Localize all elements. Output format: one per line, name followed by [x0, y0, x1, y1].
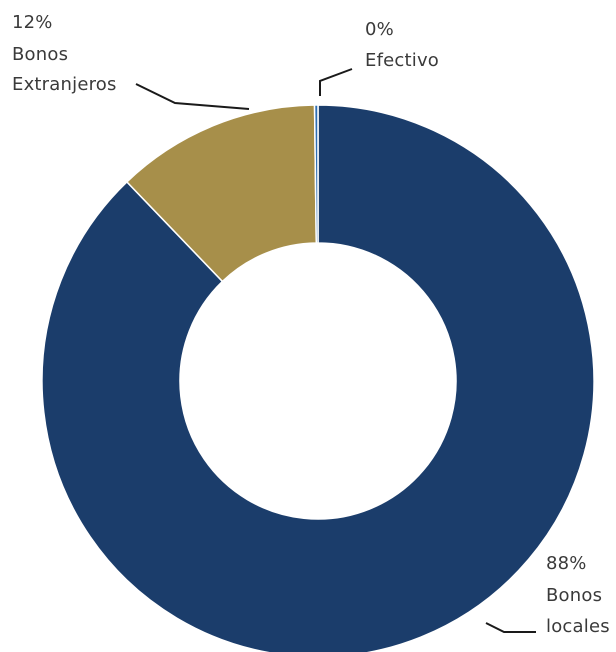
label-efectivo-name: Efectivo — [365, 50, 439, 71]
leader-lines — [135, 68, 536, 633]
slice-bonos-locales — [41, 104, 595, 652]
slice-efectivo — [313, 104, 319, 244]
leader-bonos-locales — [485, 622, 536, 633]
leader-bonos-extranjeros — [135, 83, 250, 110]
label-efectivo-value: 0% — [365, 19, 394, 40]
slice-bonos-extranjeros — [125, 104, 318, 283]
donut-slices — [41, 104, 595, 652]
label-extranjeros-name-line1: Bonos — [12, 44, 68, 65]
label-locales-value: 88% — [546, 553, 587, 574]
label-locales-name-line2: locales — [546, 616, 610, 637]
label-extranjeros-value: 12% — [12, 12, 53, 33]
label-locales-name-line1: Bonos — [546, 585, 602, 606]
label-extranjeros-name-line2: Extranjeros — [12, 74, 117, 95]
leader-efectivo — [319, 68, 353, 96]
